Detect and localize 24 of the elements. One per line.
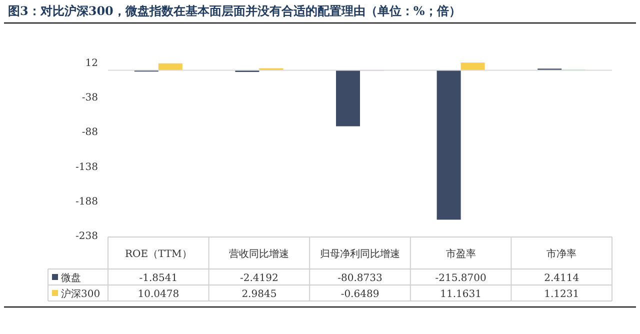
data-label: 2.4114 — [544, 273, 580, 284]
data-label: -1.8541 — [139, 273, 178, 284]
x-tick-label: ROE（TTM） — [125, 249, 192, 260]
data-label: -80.8733 — [338, 273, 382, 284]
data-label: -215.8700 — [435, 273, 486, 284]
x-tick-label: 归母净利同比增速 — [320, 248, 400, 260]
x-tick-label: 营收同比增速 — [229, 248, 290, 260]
y-tick-label: -38 — [82, 92, 98, 104]
data-label: 11.1631 — [440, 289, 482, 300]
x-tick-label: 市净率 — [546, 248, 577, 260]
y-tick-label: 12 — [85, 58, 98, 69]
y-tick-label: -188 — [76, 196, 98, 208]
chart-title: 图3：对比沪深300，微盘指数在基本面层面并没有合适的配置理由（单位：%；倍） — [8, 4, 461, 18]
x-tick-label: 市盈率 — [446, 248, 476, 260]
data-label: 1.1231 — [544, 289, 580, 300]
data-label: -0.6489 — [340, 289, 380, 300]
y-tick-label: -88 — [82, 127, 98, 138]
y-tick-label: -238 — [76, 231, 98, 242]
data-label: 2.9845 — [242, 289, 277, 300]
data-label: -2.4192 — [240, 273, 278, 284]
legend-label: 沪深300 — [61, 288, 100, 300]
data-label: 10.0478 — [138, 289, 180, 300]
y-tick-label: -138 — [76, 162, 98, 173]
legend-label: 微盘 — [61, 272, 81, 284]
